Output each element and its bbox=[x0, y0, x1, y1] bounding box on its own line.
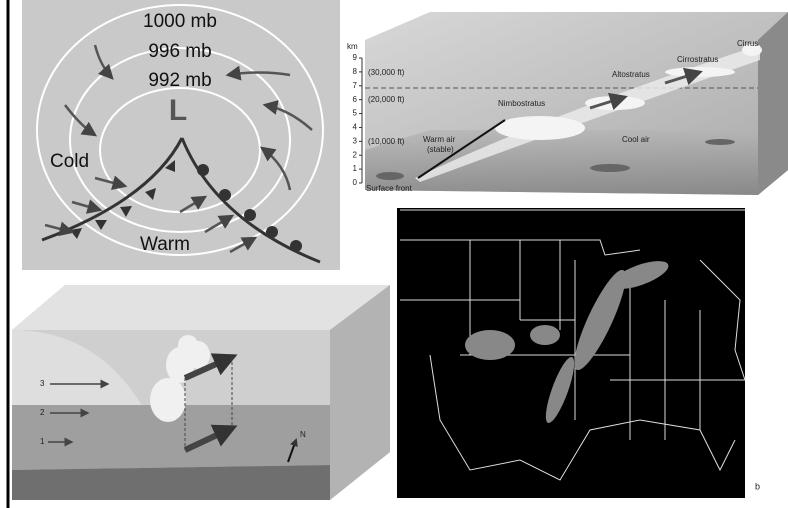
axis-unit: km bbox=[347, 42, 358, 51]
cloud-label: Nimbostratus bbox=[498, 99, 545, 108]
axis-tick-label: 9 bbox=[353, 53, 358, 62]
block-panel: 3 2 1 N bbox=[12, 285, 390, 500]
air-label: Cool air bbox=[622, 135, 650, 144]
air-label: (stable) bbox=[427, 145, 454, 154]
axis-tick-label: 4 bbox=[353, 123, 358, 132]
axis-ticks: 0 1 2 3 4 5 6 7 8 9 bbox=[353, 53, 362, 187]
altitude-label: (10,000 ft) bbox=[368, 137, 405, 146]
axis-tick-label: 3 bbox=[353, 136, 358, 145]
level-label: 1 bbox=[40, 437, 45, 446]
radar-panel: b bbox=[397, 208, 760, 498]
map-bg bbox=[397, 208, 745, 498]
axis-tick-label: 7 bbox=[353, 81, 358, 90]
axis-tick-label: 2 bbox=[353, 150, 358, 159]
figure: 1000 mb 996 mb 992 mb L Cold Warm km 0 1 2… bbox=[0, 0, 788, 508]
low-pressure-panel: 1000 mb 996 mb 992 mb L Cold Warm bbox=[22, 0, 340, 270]
north-label: N bbox=[300, 430, 306, 439]
ground-edge bbox=[12, 465, 330, 500]
block-top bbox=[12, 285, 390, 330]
cold-label: Cold bbox=[50, 151, 89, 172]
panel-label: b bbox=[755, 481, 760, 491]
level-label: 3 bbox=[40, 379, 45, 388]
cloud-label: Altostratus bbox=[612, 70, 650, 79]
warm-front-panel: km 0 1 2 3 4 5 6 7 8 9 (30,000 ft) (20,000 ft) (1… bbox=[347, 12, 788, 195]
axis-tick-label: 5 bbox=[353, 109, 358, 118]
axis-tick-label: 0 bbox=[353, 178, 358, 187]
axis-tick-label: 8 bbox=[353, 67, 358, 76]
block-side bbox=[758, 12, 788, 195]
warm-label: Warm bbox=[140, 234, 190, 255]
isobar-label: 992 mb bbox=[148, 70, 211, 91]
cloud-label: Cirrus bbox=[737, 39, 758, 48]
altitude-label: (20,000 ft) bbox=[368, 95, 405, 104]
cloud-label: Cirrostratus bbox=[677, 55, 718, 64]
altitude-label: (30,000 ft) bbox=[368, 68, 405, 77]
level-label: 2 bbox=[40, 408, 45, 417]
air-label: Warm air bbox=[423, 135, 455, 144]
low-center: L bbox=[169, 94, 187, 127]
axis-tick-label: 6 bbox=[353, 95, 358, 104]
isobar-label: 1000 mb bbox=[143, 11, 217, 32]
axis-tick-label: 1 bbox=[353, 164, 358, 173]
isobar-label: 996 mb bbox=[148, 41, 211, 62]
front-label: Surface front bbox=[366, 184, 413, 193]
